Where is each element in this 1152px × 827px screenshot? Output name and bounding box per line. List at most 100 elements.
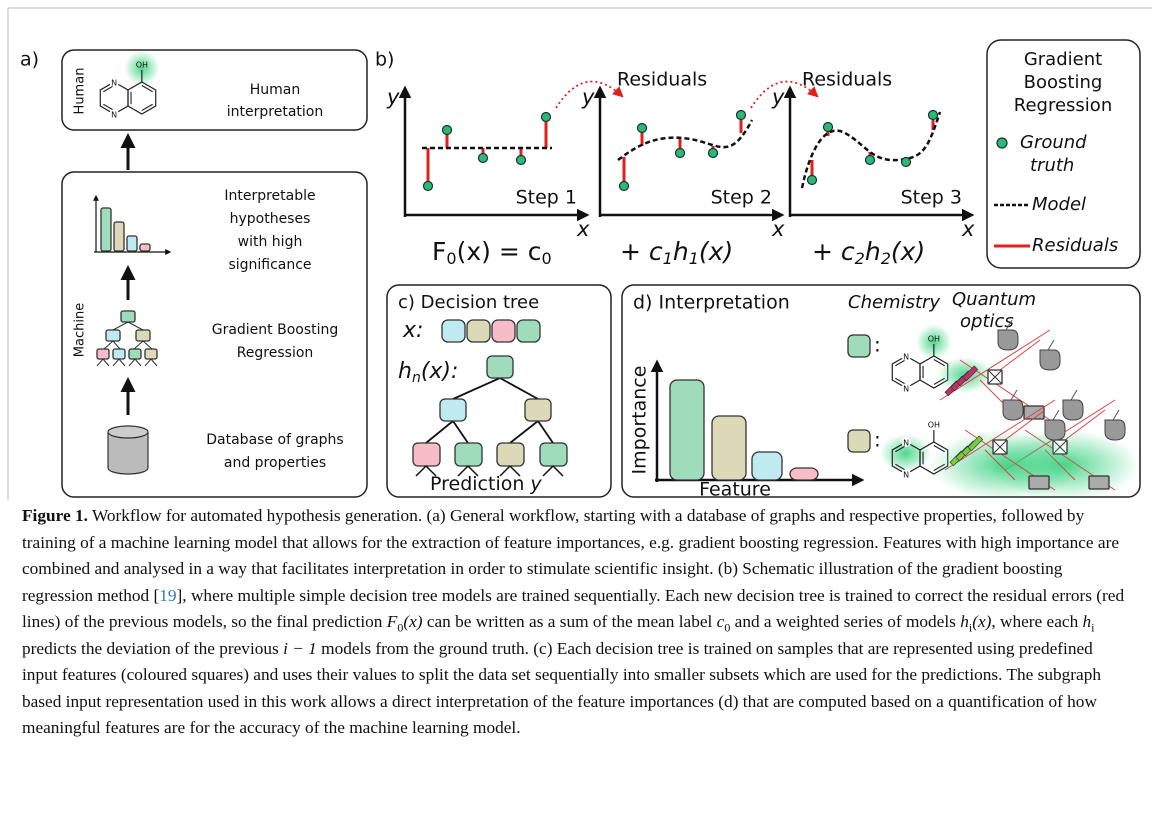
line (499, 377, 539, 400)
caption-label: Figure 1. (22, 506, 88, 525)
detector (1052, 409, 1060, 421)
axis-label: y (386, 85, 400, 109)
formula: + c2h2(x) (812, 237, 925, 268)
math: F (386, 612, 398, 631)
colon: : (874, 428, 881, 452)
axis-label: y (771, 85, 785, 109)
tree-node (135, 329, 151, 342)
ground-truth-point (707, 147, 719, 159)
atom-label: N (903, 439, 909, 448)
line (984, 449, 1016, 481)
legend-label: Model (1032, 194, 1086, 215)
beam-splitter (992, 439, 1008, 455)
formula-part: c (841, 237, 855, 266)
label: Interpretable (224, 188, 315, 204)
tree-node (524, 398, 552, 422)
ground-truth-point (515, 154, 527, 166)
label: significance (228, 257, 311, 273)
machine-box (61, 171, 368, 498)
panel-d-box (621, 284, 1141, 498)
label: Regression (237, 345, 314, 361)
mini-bar (100, 207, 112, 252)
legend-label: Ground (1020, 132, 1087, 153)
detector (1039, 349, 1061, 371)
formula-part: c (649, 237, 663, 266)
model-curve (617, 119, 754, 161)
line (457, 465, 469, 477)
ground-truth-point (822, 121, 834, 133)
formula: F0(x) = c0 (432, 237, 552, 268)
line (499, 465, 511, 477)
atom-bg (901, 469, 911, 479)
detector (1005, 319, 1013, 331)
axis-label: Importance (629, 366, 651, 475)
panel-label: b) (375, 49, 394, 71)
step-label: Step 3 (901, 187, 962, 209)
caption-text: models from the ground truth. (c) Each d… (22, 638, 1101, 738)
line (452, 420, 469, 444)
importance-bar (789, 467, 819, 481)
panel-label: a) (20, 49, 39, 71)
legend-label: Residuals (1032, 235, 1118, 256)
caption-text: , where each (991, 612, 1083, 631)
formula: + c1h1(x) (620, 237, 733, 268)
atom-bg (901, 437, 911, 447)
tree-node (539, 442, 568, 467)
database (107, 425, 149, 439)
mini-bar (113, 221, 125, 252)
math-part: n (412, 370, 421, 386)
bond (103, 103, 115, 111)
mini-bar (139, 243, 151, 252)
residuals-label: Residuals (617, 69, 707, 91)
axis-label: x (961, 217, 975, 241)
formula-part: 2 (855, 249, 865, 268)
math-part: (x): (421, 359, 459, 384)
ground-truth-point (806, 174, 818, 186)
citation[interactable]: 19 (159, 585, 177, 605)
bond (895, 445, 907, 453)
formula-part: 2 (881, 249, 891, 268)
math-sub: i (968, 620, 973, 635)
atom-label: OH (136, 61, 148, 70)
math-label: hn(x): (398, 359, 458, 386)
detector (1070, 389, 1078, 401)
line (112, 321, 129, 331)
math-sub: 0 (397, 620, 404, 635)
detector (1028, 475, 1050, 490)
formula-part: (x) (891, 237, 925, 266)
feature-box (516, 319, 541, 343)
residuals-label: Residuals (802, 69, 892, 91)
line (939, 329, 1051, 401)
model-curve (800, 111, 942, 189)
bond (895, 377, 907, 385)
detector (1112, 409, 1120, 421)
axis-label: x (771, 217, 785, 241)
line (127, 321, 144, 331)
section-label: Quantum (952, 289, 1036, 310)
line (144, 358, 152, 367)
step-label: Step 1 (516, 187, 577, 209)
formula-part: 0 (541, 249, 551, 268)
line (509, 420, 539, 444)
line (537, 420, 554, 444)
tree-node (144, 348, 158, 360)
line (134, 358, 142, 367)
feature-box (441, 319, 466, 343)
ground-truth-point (636, 122, 648, 134)
ground-truth-point (477, 152, 489, 164)
formula-part: (x) (699, 237, 733, 266)
formula-part: 1 (689, 249, 699, 268)
caption: Figure 1. Workflow for automated hypothe… (22, 503, 1132, 742)
line (999, 339, 1041, 371)
colon: : (874, 333, 881, 357)
line (542, 465, 554, 477)
label: Human (250, 82, 301, 98)
line (133, 340, 144, 350)
label: interpretation (227, 104, 323, 120)
step-label: Step 2 (711, 187, 772, 209)
line (103, 340, 114, 350)
side-label: Machine (73, 303, 88, 357)
formula-part: F (432, 237, 446, 266)
glow (916, 324, 952, 360)
